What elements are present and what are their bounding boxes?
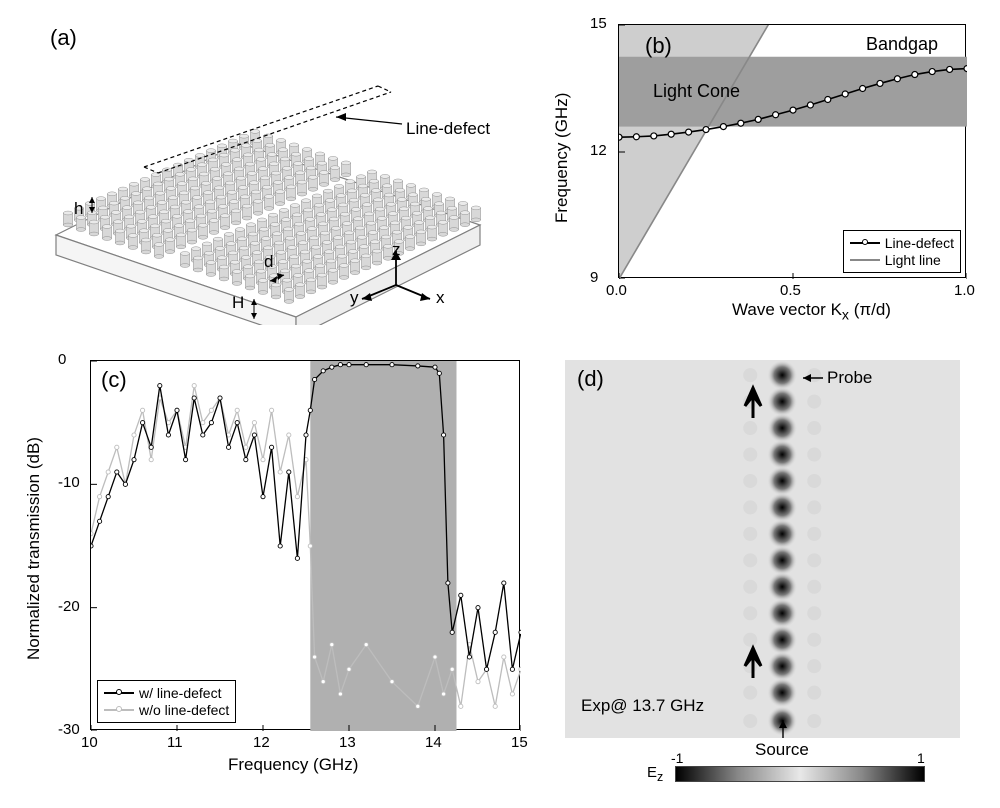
b-xtick-label: 1.0 xyxy=(954,282,975,299)
c-bandgap-region xyxy=(310,361,456,731)
legend-c: w/ line-defect w/o line-defect xyxy=(97,680,236,723)
c-ytick-label: -10 xyxy=(58,474,80,491)
legend-b-item-1: Light line xyxy=(850,252,954,268)
colorbar-min: -1 xyxy=(671,750,683,766)
b-ytick-label: 12 xyxy=(590,142,607,159)
legend-b: Line-defect Light line xyxy=(843,230,961,273)
colorbar-max: 1 xyxy=(917,750,925,766)
exp-text: Exp@ 13.7 GHz xyxy=(581,696,704,716)
b-xticks xyxy=(619,273,967,279)
b-xtick-label: 0.0 xyxy=(606,282,627,299)
axis-y-text: y xyxy=(350,288,359,308)
legend-b-label-1: Light line xyxy=(885,252,941,268)
b-ytick-label: 15 xyxy=(590,15,607,32)
field-map-svg xyxy=(565,360,960,738)
panel-a: (a) xyxy=(18,10,518,330)
legend-b-item-0: Line-defect xyxy=(850,235,954,251)
ez-label: Ez xyxy=(647,764,663,784)
legend-c-item-0: w/ line-defect xyxy=(104,685,229,701)
c-ylabel: Normalized transmission (dB) xyxy=(24,437,44,660)
legend-c-label-0: w/ line-defect xyxy=(139,685,221,701)
axis-x-text: x xyxy=(436,288,445,308)
colorbar xyxy=(675,766,925,782)
figure-container: (a) xyxy=(0,0,1000,808)
chart-c-area: (c) w/ line-defect w/o line-defect xyxy=(90,360,520,730)
panel-d-label: (d) xyxy=(577,366,604,392)
legend-c-item-1: w/o line-defect xyxy=(104,702,229,718)
b-xtick-label: 0.5 xyxy=(780,282,801,299)
panel-d: (d) Probe Exp@ 13.7 GHz Source -1 1 Ez xyxy=(555,360,975,790)
h-text: h xyxy=(74,199,83,219)
c-xtick-label: 15 xyxy=(511,734,528,751)
line-defect-text: Line-defect xyxy=(406,119,490,139)
schematic-svg xyxy=(48,45,488,325)
c-xlabel: Frequency (GHz) xyxy=(228,755,358,775)
field-map: (d) Probe Exp@ 13.7 GHz xyxy=(565,360,960,738)
panel-c-label: (c) xyxy=(101,367,127,393)
c-xtick-label: 12 xyxy=(253,734,270,751)
d-text: d xyxy=(264,252,273,272)
c-ytick-label: -20 xyxy=(58,598,80,615)
c-xtick-label: 14 xyxy=(425,734,442,751)
panel-b-label: (b) xyxy=(645,33,672,59)
bandgap-label: Bandgap xyxy=(866,34,938,55)
light-cone-label: Light Cone xyxy=(653,81,740,102)
b-ylabel: Frequency (GHz) xyxy=(552,93,572,223)
legend-b-label-0: Line-defect xyxy=(885,235,954,251)
H-text: H xyxy=(232,293,244,313)
chart-c-svg xyxy=(91,361,521,731)
panel-c: (c) w/ line-defect w/o line-defect 10 11 1… xyxy=(18,350,528,780)
source-text: Source xyxy=(755,740,809,760)
c-xtick-label: 10 xyxy=(81,734,98,751)
c-xtick-label: 13 xyxy=(339,734,356,751)
probe-text: Probe xyxy=(827,368,872,388)
c-ytick-label: 0 xyxy=(58,351,66,368)
schematic-3d xyxy=(48,45,478,315)
panel-b: (b) Light Cone Bandgap Line-defect Light… xyxy=(552,18,972,318)
c-xtick-label: 11 xyxy=(167,734,183,751)
b-ytick-label: 9 xyxy=(590,269,598,286)
b-xlabel: Wave vector Kx (π/d) xyxy=(732,300,891,323)
axis-z-text: z xyxy=(392,240,401,260)
chart-b-area: (b) Light Cone Bandgap Line-defect Light… xyxy=(618,24,966,278)
legend-c-label-1: w/o line-defect xyxy=(139,702,229,718)
c-ytick-label: -30 xyxy=(58,721,80,738)
